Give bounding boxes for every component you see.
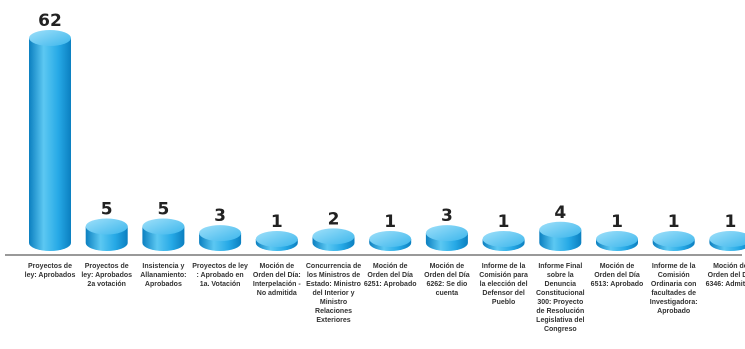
bar-10: [596, 231, 638, 251]
category-label: Informe de la Comisión para la elección …: [479, 263, 528, 306]
bar-12: [709, 231, 745, 251]
category-label: Informe de la Comisión Ordinaria con fac…: [649, 263, 698, 315]
bar-top-cap: [255, 231, 298, 247]
bar-body: [29, 38, 71, 251]
bar-top-cap: [539, 221, 582, 238]
value-label: 2: [328, 209, 340, 229]
bar-top-cap: [369, 231, 412, 247]
category-label: Proyectos de ley: Aprobados: [24, 263, 76, 279]
bar-top-cap: [596, 231, 638, 247]
bar-top-cap: [425, 225, 468, 242]
value-label: 1: [384, 212, 396, 232]
category-label: Moción de Orden del Día: Interpelación -…: [252, 263, 301, 297]
value-label: 4: [554, 203, 566, 223]
bar-7: [425, 225, 468, 251]
category-label: Proyectos de ley : Aprobado en 1a. Votac…: [192, 263, 248, 288]
bar-4: [255, 231, 298, 251]
value-label: 1: [668, 212, 680, 232]
category-label: Moción de Orden del Día 6251: Aprobado: [363, 263, 417, 288]
bar-9: [539, 221, 582, 251]
bar-1: [85, 218, 128, 251]
bars-group: [29, 30, 745, 251]
bar-8: [482, 231, 525, 251]
bar-2: [142, 218, 185, 251]
bar-top-cap: [312, 228, 355, 245]
category-label: Concurrencia de los Ministros de Estado:…: [305, 263, 362, 324]
value-label: 1: [724, 212, 736, 232]
category-label: Moción de Orden del Día 6346: Admitida: [705, 263, 745, 288]
value-labels-group: 62 5 5 3 1 2 1 3 1 4 1 1 1: [38, 11, 736, 232]
value-label: 5: [101, 199, 113, 219]
bar-top-cap: [709, 231, 745, 247]
bar-0: [29, 30, 71, 251]
value-label: 1: [271, 212, 283, 232]
category-label: Proyectos de ley: Aprobados 2a votación: [81, 263, 133, 288]
bar-top-cap: [29, 30, 71, 46]
bar-top-cap: [85, 218, 128, 235]
category-label: Insistencia y Allanamiento: Aprobados: [140, 263, 187, 288]
bar-top-cap: [652, 231, 695, 247]
value-label: 1: [611, 212, 623, 232]
value-label: 5: [157, 199, 169, 219]
category-label: Moción de Orden del Día 6262: Se dio cue…: [424, 263, 470, 297]
bar-11: [652, 231, 695, 251]
bar-3: [199, 225, 242, 251]
value-label: 3: [441, 206, 453, 226]
bar-top-cap: [482, 231, 525, 247]
bar-6: [369, 231, 412, 251]
category-label: Informe Final sobre la Denuncia Constitu…: [535, 263, 585, 333]
bar-top-cap: [142, 218, 185, 235]
value-label: 62: [38, 11, 62, 31]
category-label: Moción de Orden del Día 6513: Aprobado: [590, 263, 644, 288]
bar-5: [312, 228, 355, 251]
value-label: 3: [214, 206, 226, 226]
bar-top-cap: [199, 225, 242, 242]
value-label: 1: [498, 212, 510, 232]
